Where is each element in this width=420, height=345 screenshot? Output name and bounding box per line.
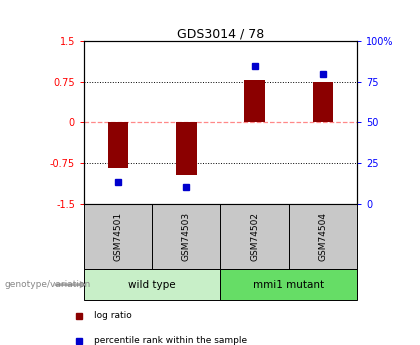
Bar bbox=[289, 204, 357, 269]
Bar bbox=[244, 80, 265, 122]
Text: genotype/variation: genotype/variation bbox=[4, 280, 90, 289]
Text: GSM74501: GSM74501 bbox=[114, 212, 123, 261]
Bar bbox=[84, 269, 220, 300]
Bar bbox=[176, 122, 197, 175]
Bar bbox=[108, 122, 129, 168]
Bar bbox=[152, 204, 221, 269]
Bar bbox=[220, 269, 357, 300]
Text: GSM74502: GSM74502 bbox=[250, 212, 259, 261]
Bar bbox=[220, 204, 289, 269]
Text: log ratio: log ratio bbox=[94, 311, 132, 321]
Title: GDS3014 / 78: GDS3014 / 78 bbox=[177, 27, 264, 40]
Text: GSM74504: GSM74504 bbox=[318, 212, 327, 261]
Bar bbox=[84, 204, 152, 269]
Text: mmi1 mutant: mmi1 mutant bbox=[253, 280, 324, 289]
Text: percentile rank within the sample: percentile rank within the sample bbox=[94, 336, 248, 345]
Text: wild type: wild type bbox=[129, 280, 176, 289]
Text: GSM74503: GSM74503 bbox=[182, 212, 191, 261]
Bar bbox=[312, 82, 333, 122]
